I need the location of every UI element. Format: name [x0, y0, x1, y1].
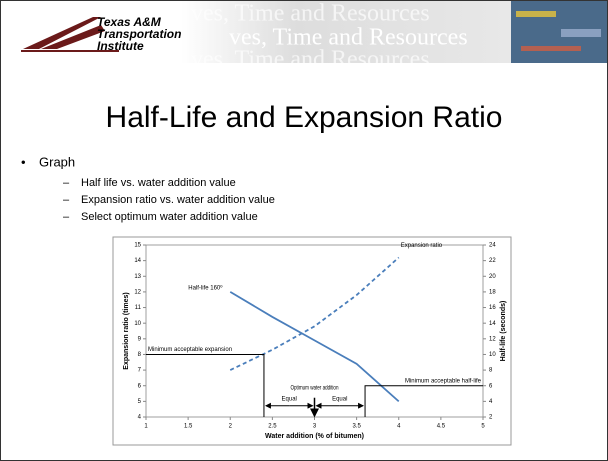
- y2-tick-label: 18: [489, 289, 496, 295]
- y2-tick-label: 24: [489, 243, 496, 249]
- optimum-label: Optimum water addition: [291, 385, 339, 391]
- y-tick-label: 12: [134, 289, 141, 295]
- x-tick-label: 4.5: [437, 424, 446, 430]
- sub-bullet: –: [63, 177, 70, 189]
- series-label: Half-life 160º: [188, 284, 223, 291]
- series-label: Expansion ratio: [401, 243, 443, 249]
- bullet-dot: •: [21, 154, 26, 169]
- slide: ves, Time and Resources ves, Time and Re…: [0, 0, 608, 461]
- banner-pattern: [516, 11, 556, 17]
- reference-label: Minimum acceptable expansion: [148, 347, 232, 353]
- y-tick-label: 11: [135, 305, 142, 311]
- equal-label: Equal: [282, 396, 297, 402]
- y-tick-label: 13: [134, 274, 141, 280]
- equal-label: Equal: [332, 396, 347, 402]
- y-axis-title: Expansion ratio (times): [123, 292, 130, 369]
- y2-tick-label: 20: [489, 274, 496, 280]
- slide-canvas: ves, Time and Resources ves, Time and Re…: [1, 1, 607, 460]
- sub-bullet: Select optimum water addition value: [81, 211, 258, 223]
- banner-pattern: [521, 46, 581, 51]
- slide-title: Half-Life and Expansion Ratio: [106, 101, 503, 134]
- banner-ghost: ves, Time and Resources: [191, 1, 430, 27]
- x-tick-label: 1.5: [184, 424, 193, 430]
- logo-text: Institute: [97, 39, 144, 53]
- y-tick-label: 14: [134, 258, 141, 264]
- sub-bullet: –: [63, 211, 70, 223]
- y-tick-label: 10: [134, 321, 141, 327]
- banner-ghost: ves, Time and Resources: [191, 47, 430, 73]
- x-tick-label: 3.5: [352, 424, 361, 430]
- reference-label: Minimum acceptable half-life: [405, 378, 482, 384]
- y-tick-label: 15: [134, 243, 141, 249]
- y2-tick-label: 16: [489, 305, 496, 311]
- y2-tick-label: 12: [489, 336, 496, 342]
- bullet: Graph: [39, 154, 75, 169]
- banner-pattern: [561, 29, 601, 37]
- x-tick-label: 2.5: [268, 424, 277, 430]
- logo-mark: [23, 17, 105, 49]
- y2-tick-label: 10: [489, 352, 496, 358]
- y2-tick-label: 22: [489, 258, 496, 264]
- y2-tick-label: 14: [489, 321, 496, 327]
- sub-bullet: Half life vs. water addition value: [81, 177, 236, 189]
- y2-axis-title: Half-life (seconds): [500, 301, 507, 362]
- sub-bullet: Expansion ratio vs. water addition value: [81, 194, 275, 206]
- chart-frame: [113, 237, 511, 445]
- x-axis-title: Water addition (% of bitumen): [265, 433, 364, 440]
- sub-bullet: –: [63, 194, 70, 206]
